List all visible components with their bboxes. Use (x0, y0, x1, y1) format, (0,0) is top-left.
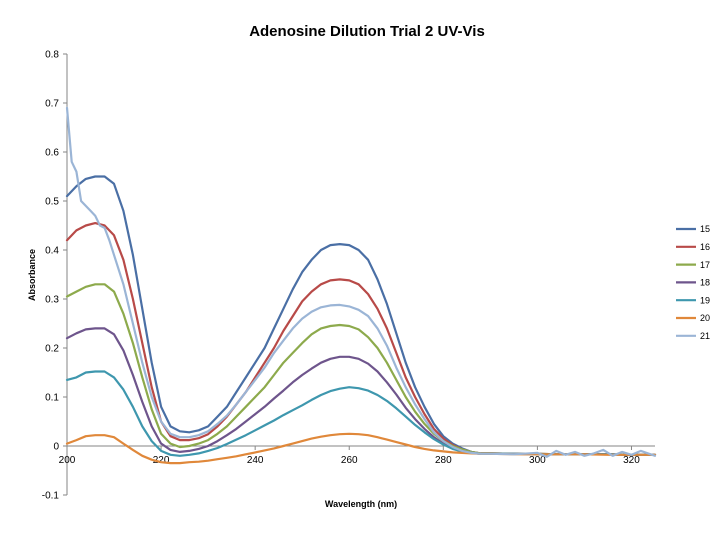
series-line-18 (65, 327, 657, 456)
chart-title: Adenosine Dilution Trial 2 UV-Vis (249, 23, 485, 40)
y-tick-label: 0.1 (45, 393, 59, 404)
legend: 15 16 17 18 19 20 21 (676, 224, 710, 341)
y-tick-label: 0.2 (45, 344, 59, 355)
y-tick-label: 0.7 (45, 99, 59, 110)
legend-label-16: 16 (700, 242, 710, 252)
y-tick-label: -0.1 (42, 491, 60, 502)
series-line-21 (65, 106, 657, 458)
series-line-15 (65, 175, 657, 456)
y-axis-title: Absorbance (27, 249, 37, 301)
y-tick-label: 0.4 (45, 246, 59, 257)
legend-label-17: 17 (700, 260, 710, 270)
x-tick-label: 220 (153, 455, 170, 466)
legend-label-15: 15 (700, 224, 710, 234)
x-tick-label: 200 (59, 455, 76, 466)
x-tick-label: 260 (341, 455, 358, 466)
x-axis-title: Wavelength (nm) (325, 499, 397, 509)
y-tick-label: 0.8 (45, 50, 59, 61)
legend-label-18: 18 (700, 278, 710, 288)
series-line-17 (65, 283, 657, 456)
legend-label-19: 19 (700, 295, 710, 305)
y-tick-label: 0 (53, 442, 59, 453)
legend-label-21: 21 (700, 331, 710, 341)
x-tick-label: 320 (623, 455, 640, 466)
legend-label-20: 20 (700, 313, 710, 323)
x-tick-label: 240 (247, 455, 264, 466)
x-tick-label: 280 (435, 455, 452, 466)
y-tick-label: 0.3 (45, 295, 59, 306)
series-lines (65, 106, 657, 465)
y-tick-label: 0.5 (45, 197, 59, 208)
x-tick-label: 300 (529, 455, 546, 466)
y-tick-label: 0.6 (45, 148, 59, 159)
